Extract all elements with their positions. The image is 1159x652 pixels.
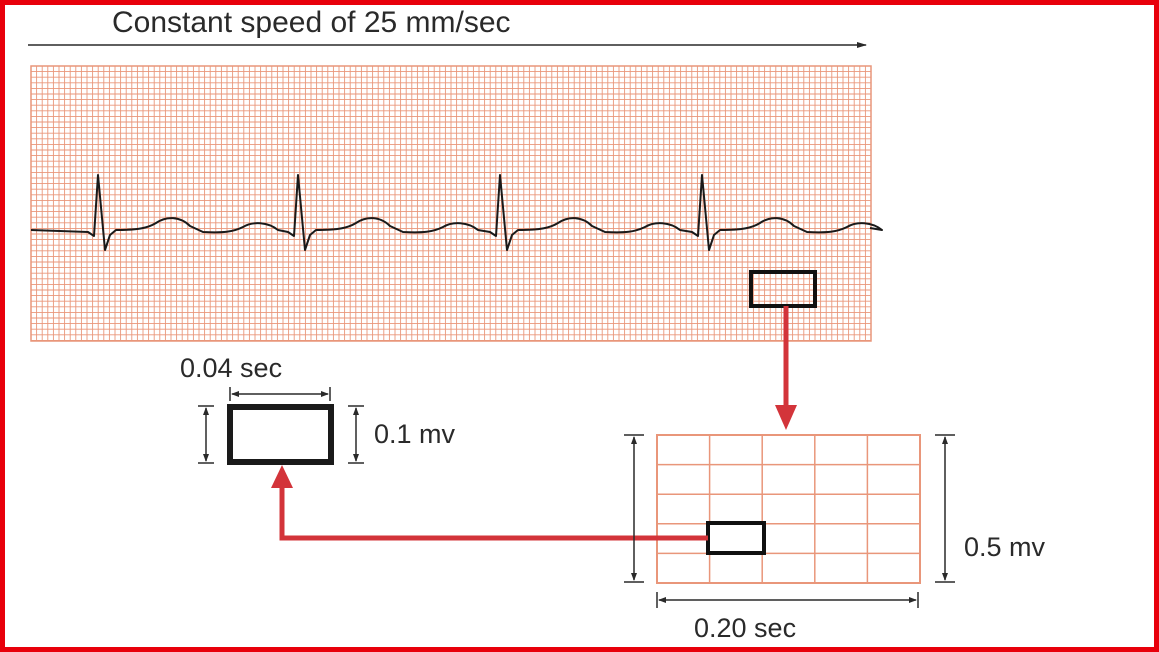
speed-title: Constant speed of 25 mm/sec: [112, 6, 511, 39]
small-box-time-label: 0.04 sec: [180, 353, 282, 383]
small-box-in-grid: [706, 521, 766, 555]
ecg-paper-grid: [30, 65, 872, 342]
ecg-diagram: Constant speed of 25 mm/sec 0.04 sec 0.1…: [28, 6, 1046, 643]
large-box-border: [656, 434, 921, 584]
small-box: [227, 404, 334, 465]
large-box-time-label: 0.20 sec: [694, 613, 796, 643]
detail-arrow-head: [271, 465, 293, 488]
ecg-trace: [30, 174, 883, 251]
small-box-voltage-label: 0.1 mv: [374, 419, 456, 449]
zoom-arrow-head: [775, 405, 797, 430]
strip-highlight-box: [749, 270, 817, 308]
large-box-grid: [656, 434, 921, 584]
detail-arrow-shaft: [279, 485, 708, 541]
large-box-voltage-label: 0.5 mv: [964, 532, 1046, 562]
